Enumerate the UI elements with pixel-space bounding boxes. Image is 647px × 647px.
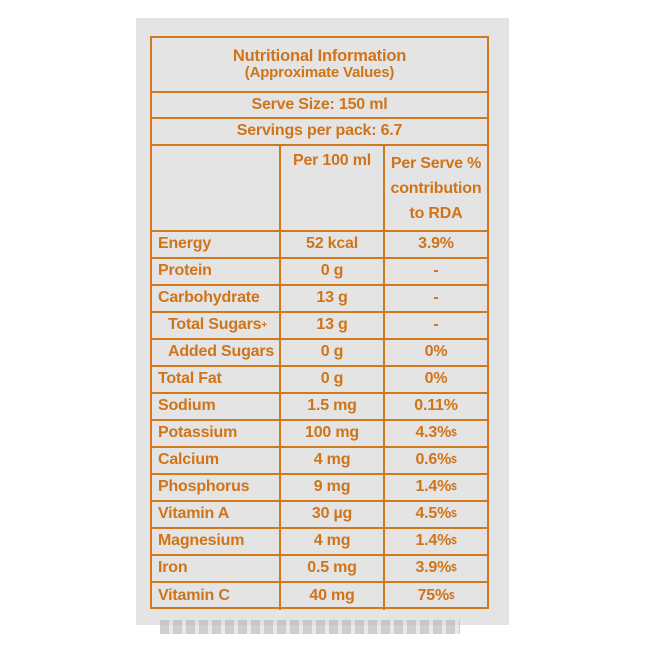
nutrient-label: Carbohydrate bbox=[158, 289, 260, 307]
nutrient-label: Phosphorus bbox=[158, 478, 250, 496]
per-100ml-value: 0 g bbox=[281, 367, 385, 394]
per-serve-percent: 1.4% bbox=[415, 478, 452, 496]
nutrient-name: Vitamin C bbox=[152, 583, 281, 610]
nutrient-name: Vitamin A bbox=[152, 502, 281, 529]
per-serve-value: 75% $ bbox=[417, 587, 455, 605]
nutrition-table: Nutritional Information (Approximate Val… bbox=[150, 36, 489, 610]
per-serve-percent: 4.5% bbox=[415, 505, 452, 523]
nutrient-name: Total Fat bbox=[152, 367, 281, 394]
nutrient-label: Protein bbox=[158, 262, 212, 280]
per-100ml-value: 4 mg bbox=[281, 529, 385, 556]
serve-size: Serve Size: 150 ml bbox=[152, 93, 487, 119]
per-serve-percent: 4.3% bbox=[415, 424, 452, 442]
per-100ml-value: 0.5 mg bbox=[281, 556, 385, 583]
header-per-serve: Per Serve % contribution to RDA bbox=[385, 146, 487, 232]
per-serve-percent: - bbox=[433, 289, 439, 307]
cut-off-text-strip bbox=[160, 620, 460, 634]
per-serve-value: 0.6% $ bbox=[385, 448, 487, 475]
table-title: Nutritional Information (Approximate Val… bbox=[152, 38, 487, 93]
nutrient-name: Iron bbox=[152, 556, 281, 583]
nutrient-label: Sodium bbox=[158, 397, 216, 415]
nutrient-name: Calcium bbox=[152, 448, 281, 475]
per-serve-percent: 3.9% bbox=[415, 559, 452, 577]
nutrient-label: Vitamin C bbox=[158, 587, 230, 605]
nutrient-name: Protein bbox=[152, 259, 281, 286]
per-100ml-value: 40 mg bbox=[281, 583, 385, 610]
nutrient-name: Carbohydrate bbox=[152, 286, 281, 313]
per-serve-value: 0.11% bbox=[385, 394, 487, 421]
per-100ml-value: 30 µg bbox=[281, 502, 385, 529]
title-line-1: Nutritional Information bbox=[232, 46, 407, 65]
nutrient-label: Total Fat bbox=[158, 370, 222, 388]
per-serve-value: 3.9% bbox=[385, 232, 487, 259]
nutrient-label: Magnesium bbox=[158, 532, 245, 550]
nutrient-label: Potassium bbox=[158, 424, 238, 442]
per-serve-percent: 0% bbox=[424, 343, 448, 361]
per-serve-value: - bbox=[385, 259, 487, 286]
header-per-serve-line-1: Per Serve % bbox=[390, 155, 482, 172]
per-serve-percent: - bbox=[433, 262, 439, 280]
nutrient-name: Total Sugars + bbox=[152, 313, 281, 340]
per-serve-value: 4.3% $ bbox=[385, 421, 487, 448]
per-100ml-value: 13 g bbox=[281, 313, 385, 340]
header-empty-cell bbox=[152, 146, 281, 232]
per-serve-value: 0% bbox=[385, 340, 487, 367]
per-serve-value: 3.9% $ bbox=[385, 556, 487, 583]
per-100ml-value: 4 mg bbox=[281, 448, 385, 475]
per-serve-value: 4.5% $ bbox=[385, 502, 487, 529]
per-serve-value: 0% bbox=[385, 367, 487, 394]
per-serve-percent: 1.4% bbox=[415, 532, 452, 550]
nutrient-name: Phosphorus bbox=[152, 475, 281, 502]
servings-per-pack: Servings per pack: 6.7 bbox=[152, 119, 487, 146]
per-serve-value: 1.4% $ bbox=[385, 475, 487, 502]
per-serve-percent: 75% bbox=[417, 587, 450, 605]
per-100ml-value: 1.5 mg bbox=[281, 394, 385, 421]
per-100ml-value: 13 g bbox=[281, 286, 385, 313]
per-serve-percent: 3.9% bbox=[418, 235, 454, 253]
nutrient-label: Total Sugars bbox=[168, 316, 262, 334]
nutrient-name: Added Sugars bbox=[152, 340, 281, 367]
per-100ml-value: 100 mg bbox=[281, 421, 385, 448]
per-serve-value: - bbox=[385, 313, 487, 340]
nutrient-label: Iron bbox=[158, 559, 188, 577]
header-per-100ml: Per 100 ml bbox=[281, 146, 385, 232]
per-100ml-value: 0 g bbox=[281, 259, 385, 286]
per-serve-percent: 0% bbox=[424, 370, 448, 388]
per-serve-percent: 0.11% bbox=[414, 397, 458, 415]
nutrient-name: Magnesium bbox=[152, 529, 281, 556]
per-serve-value: 1.4% $ bbox=[385, 529, 487, 556]
per-100ml-value: 52 kcal bbox=[281, 232, 385, 259]
nutrient-label: Vitamin A bbox=[158, 505, 230, 523]
title-line-2: (Approximate Values) bbox=[244, 64, 395, 82]
per-100ml-value: 0 g bbox=[281, 340, 385, 367]
header-per-serve-line-2: contribution bbox=[390, 179, 482, 197]
per-serve-percent: 0.6% bbox=[415, 451, 452, 469]
nutrient-name: Potassium bbox=[152, 421, 281, 448]
header-per-serve-line-3: to RDA bbox=[409, 204, 463, 222]
per-100ml-value: 9 mg bbox=[281, 475, 385, 502]
nutrient-label: Calcium bbox=[158, 451, 219, 469]
nutrient-label: Added Sugars bbox=[168, 343, 275, 361]
nutrient-name: Sodium bbox=[152, 394, 281, 421]
per-serve-percent: - bbox=[433, 316, 439, 334]
nutrient-label: Energy bbox=[158, 235, 212, 253]
label-background-panel bbox=[136, 18, 509, 625]
per-serve-value: - bbox=[385, 286, 487, 313]
nutrient-name: Energy bbox=[152, 232, 281, 259]
